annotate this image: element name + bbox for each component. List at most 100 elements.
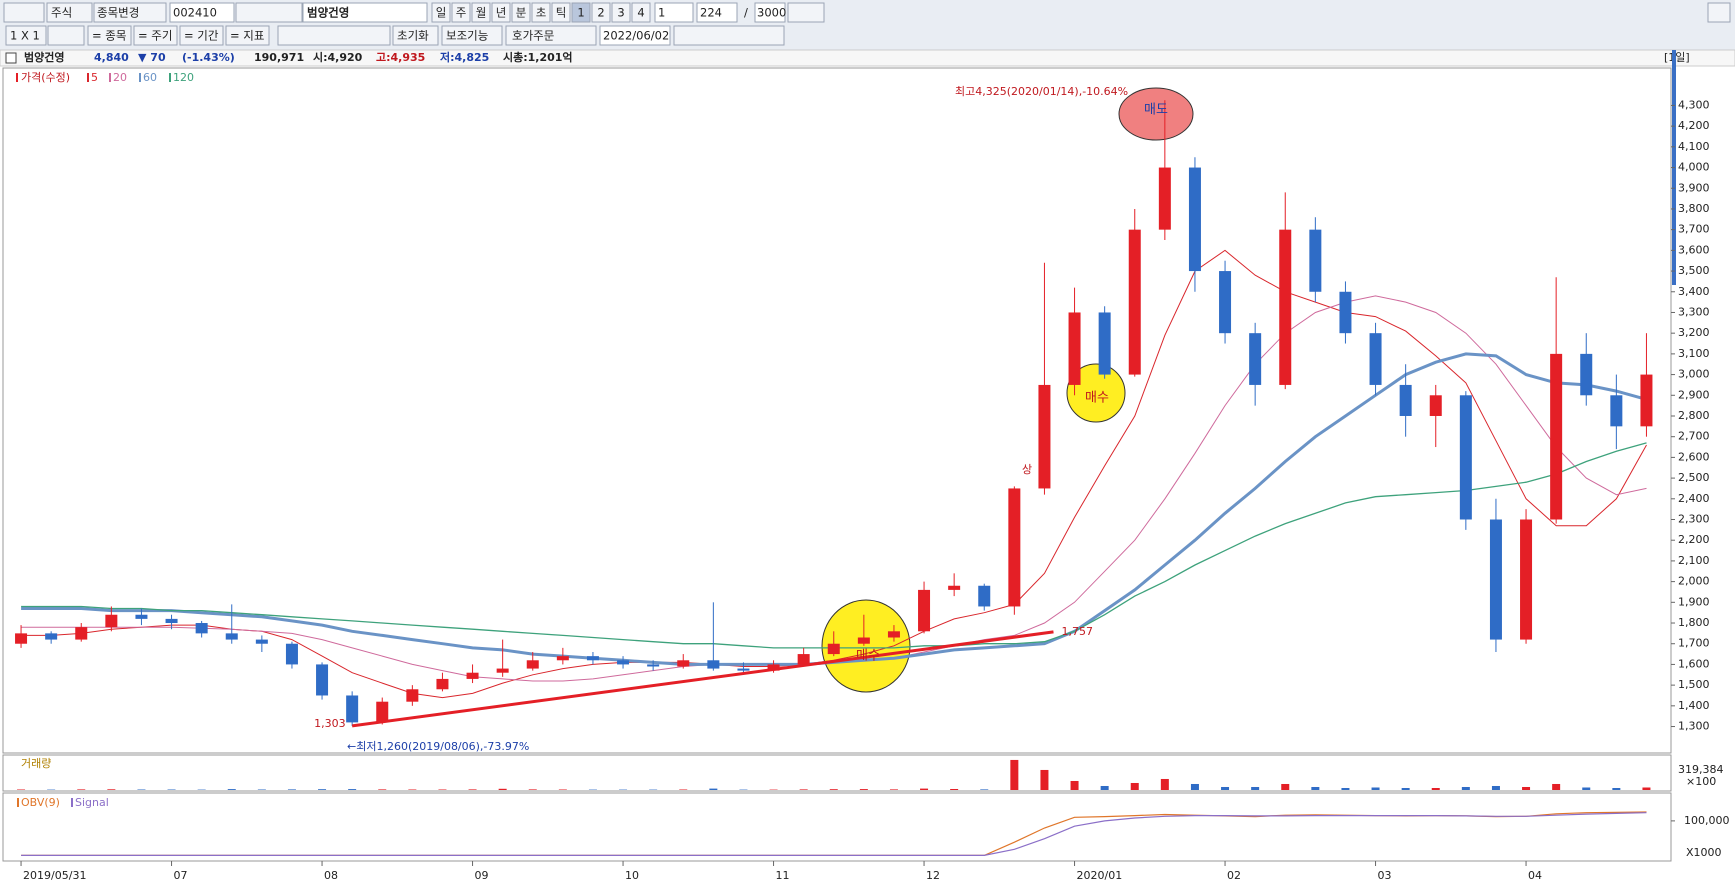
candle-body xyxy=(1189,168,1201,272)
nav-buttons[interactable] xyxy=(278,26,390,45)
candle-body xyxy=(918,590,930,631)
candle-body xyxy=(798,654,810,664)
volume-bar xyxy=(1191,784,1199,790)
stock-name: 범양건영 xyxy=(307,6,349,20)
candle-body xyxy=(1309,230,1321,292)
volume-bar xyxy=(830,789,838,790)
candle-body xyxy=(1159,168,1171,230)
x-tick-label: 09 xyxy=(475,869,489,882)
x-tick-label: 07 xyxy=(174,869,188,882)
volume-bar xyxy=(1101,786,1109,790)
tab-label: = 지표 xyxy=(230,29,264,43)
y-tick-label: 2,400 xyxy=(1678,492,1710,505)
candle-body xyxy=(1219,271,1231,333)
volume-bar xyxy=(499,789,507,790)
candle-body xyxy=(1249,333,1261,385)
info-high: 고:4,935 xyxy=(376,51,425,64)
info-change-pct: (-1.43%) xyxy=(182,51,235,64)
checkbox[interactable] xyxy=(6,53,16,63)
y-tick-label: 3,600 xyxy=(1678,243,1710,256)
candle-body xyxy=(286,644,298,665)
period-label: 일 xyxy=(436,6,447,20)
x-tick-label: 12 xyxy=(926,869,940,882)
volume-bar xyxy=(1311,787,1319,790)
y-tick-label: 3,400 xyxy=(1678,285,1710,298)
candle-body xyxy=(1279,230,1291,385)
candle-body xyxy=(376,702,388,723)
market: 주식 xyxy=(51,6,72,20)
icon-button[interactable] xyxy=(4,3,44,22)
candle-body xyxy=(1640,375,1652,427)
legend-label: 60 xyxy=(143,71,157,84)
period-label: 년 xyxy=(496,6,507,20)
volume-bar xyxy=(1161,779,1169,790)
icon-button[interactable] xyxy=(788,3,824,22)
icon-button[interactable] xyxy=(1708,3,1730,22)
candle-body xyxy=(346,695,358,722)
volume-bar xyxy=(800,789,808,790)
candle-body xyxy=(15,633,27,643)
candle-body xyxy=(1339,292,1351,333)
info-cap: 시총:1,201억 xyxy=(503,50,573,64)
tab-label: = 종목 xyxy=(92,29,126,43)
volume-bar xyxy=(860,789,868,790)
high-annotation: 최고4,325(2020/01/14),-10.64% xyxy=(955,85,1128,98)
y-tick-label: 4,100 xyxy=(1678,140,1710,153)
candle-body xyxy=(436,679,448,689)
legend-swatch xyxy=(109,73,111,82)
icon-buttons[interactable] xyxy=(674,26,784,45)
code: 002410 xyxy=(173,6,217,20)
volume-bar xyxy=(378,789,386,790)
period-label: 1 xyxy=(577,6,584,20)
volume-bar xyxy=(318,789,326,790)
legend-swatch xyxy=(17,798,19,807)
volume-bar xyxy=(1010,760,1018,790)
x-tick-label: 11 xyxy=(776,869,790,882)
period-label: 초 xyxy=(536,6,547,20)
unit: 1 xyxy=(658,6,665,20)
y-tick-label: 2,300 xyxy=(1678,513,1710,526)
candle-body xyxy=(256,640,268,644)
candle-body xyxy=(406,689,418,701)
volume-bar xyxy=(890,789,898,790)
legend-swatch xyxy=(169,73,171,82)
volume-bar xyxy=(950,789,958,790)
volume-bar xyxy=(980,789,988,790)
candle-body xyxy=(617,660,629,664)
legend-swatch xyxy=(16,73,18,82)
icon-button[interactable] xyxy=(48,26,84,45)
candle-body xyxy=(888,631,900,637)
volume-bar xyxy=(469,789,477,790)
info-change: ▼ 70 xyxy=(138,51,166,64)
candle-body xyxy=(1038,385,1050,489)
x-tick-label: 10 xyxy=(625,869,639,882)
volume-bar xyxy=(559,789,567,790)
candle-body xyxy=(677,660,689,666)
y-tick-label: 3,000 xyxy=(1678,368,1710,381)
tab-label: = 주기 xyxy=(138,29,172,43)
volume-bar xyxy=(168,789,176,790)
y-tick-label: 3,100 xyxy=(1678,347,1710,360)
volume-bar xyxy=(107,789,115,790)
y-tick-label: 3,700 xyxy=(1678,223,1710,236)
volume-bar xyxy=(709,789,717,790)
y-tick-label: 3,900 xyxy=(1678,181,1710,194)
legend-swatch xyxy=(87,73,89,82)
candle-body xyxy=(1129,230,1141,375)
volume-bar xyxy=(529,789,537,790)
candle-body xyxy=(737,669,749,671)
candle-body xyxy=(497,669,509,673)
candle-body xyxy=(527,660,539,668)
pane-label: OBV(9) xyxy=(21,796,60,809)
slash: / xyxy=(744,6,748,20)
info-period: [1일] xyxy=(1664,50,1690,64)
volume-bar xyxy=(1341,788,1349,790)
info-volume: 190,971 xyxy=(254,51,304,64)
candle-body xyxy=(587,656,599,660)
candle-body xyxy=(1610,395,1622,426)
search-buttons[interactable] xyxy=(236,3,302,22)
volume-bar xyxy=(1251,787,1259,790)
y-tick-label: 2,000 xyxy=(1678,575,1710,588)
reset: 초기화 xyxy=(397,29,429,43)
volume-bar xyxy=(17,789,25,790)
